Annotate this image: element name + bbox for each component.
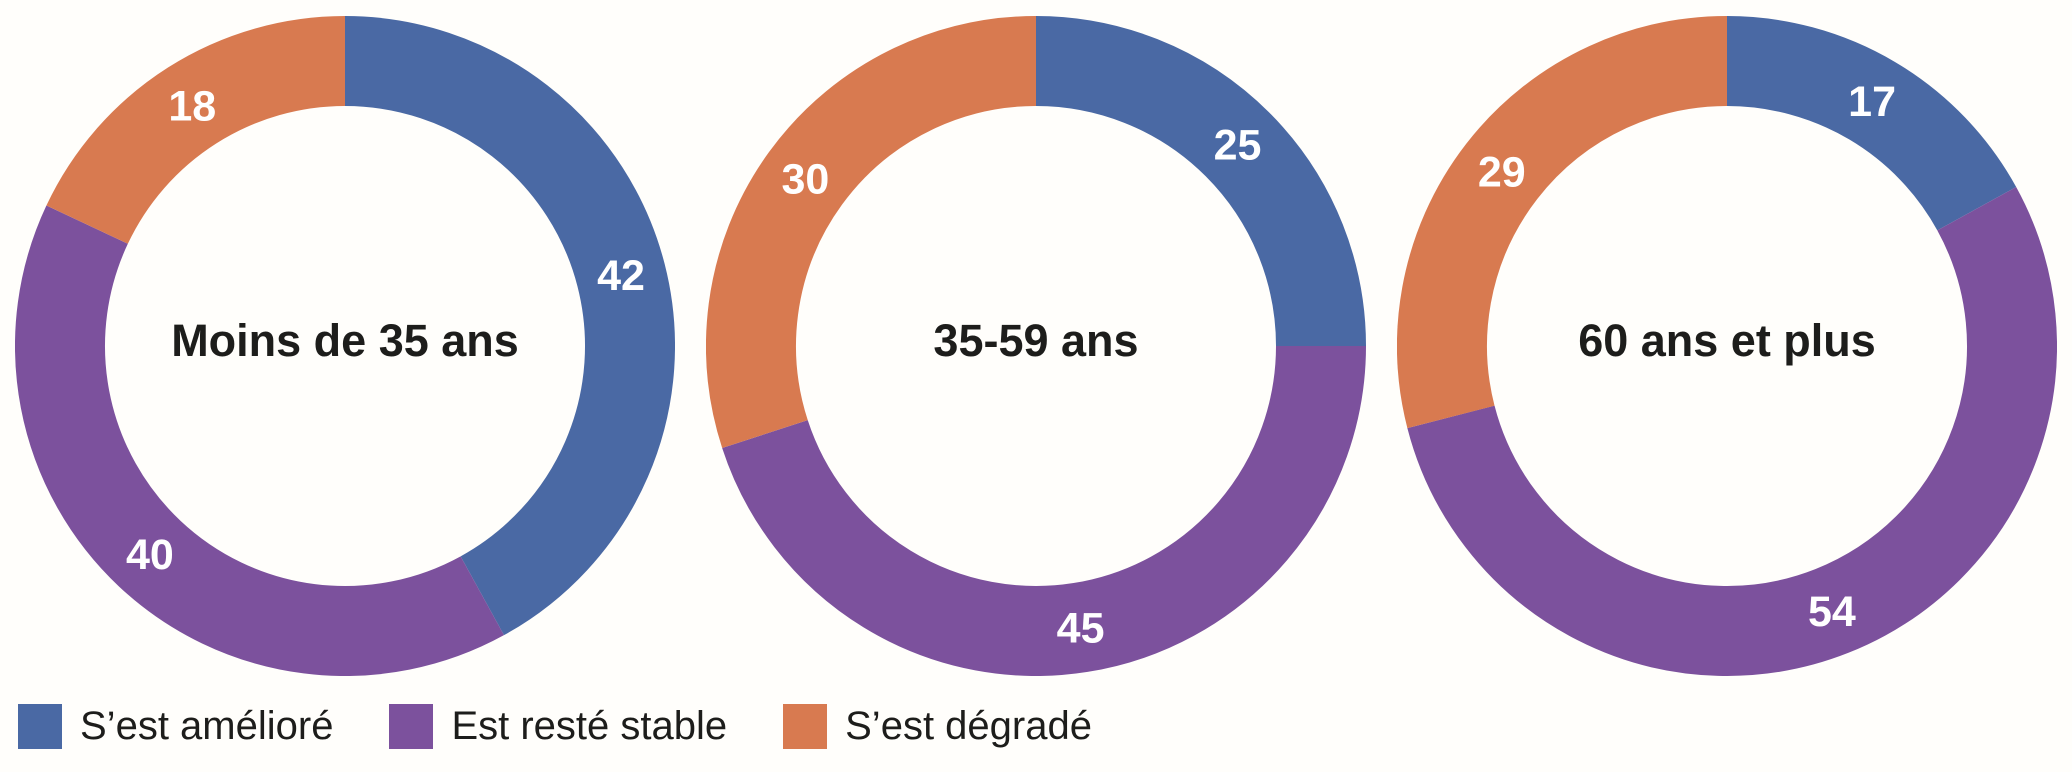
- donut-segment-s-est-ameliore: [344, 16, 676, 636]
- donut-svg-35-59-ans: 35-59 ans 25 45 30: [706, 16, 1366, 676]
- segment-value-label-est-reste-stable: 40: [126, 531, 174, 579]
- donut-charts-figure: Moins de 35 ans 42 40 18 35-59 ans 25 45 30 …: [0, 16, 2072, 749]
- segment-value-label-est-reste-stable: 54: [1808, 588, 1856, 636]
- donut-chart-35-59-ans: 35-59 ans 25 45 30: [691, 16, 1382, 676]
- donut-center-label: 35-59 ans: [933, 315, 1138, 366]
- donut-segment-s-est-ameliore: [1035, 16, 1366, 347]
- segment-value-label-s-est-degrade: 18: [169, 82, 217, 130]
- legend-item-sest-ameliore: S’est amélioré: [18, 704, 333, 749]
- donut-svg-moins-de-35-ans: Moins de 35 ans 42 40 18: [15, 16, 676, 676]
- donut-chart-60-ans-et-plus: 60 ans et plus 17 54 29: [1381, 16, 2072, 676]
- legend-label-est-reste-stable: Est resté stable: [451, 704, 728, 748]
- legend: S’est amélioré Est resté stable S’est dé…: [18, 704, 2072, 749]
- donut-segment-s-est-degrade: [46, 16, 347, 245]
- legend-label-sest-degrade: S’est dégradé: [845, 704, 1092, 748]
- segment-value-label-s-est-ameliore: 25: [1214, 122, 1262, 170]
- donut-chart-moins-de-35-ans: Moins de 35 ans 42 40 18: [0, 16, 691, 676]
- legend-swatch-est-reste-stable: [389, 704, 434, 749]
- legend-item-sest-degrade: S’est dégradé: [783, 704, 1092, 749]
- donut-svg-60-ans-et-plus: 60 ans et plus 17 54 29: [1396, 16, 2057, 676]
- legend-label-sest-ameliore: S’est amélioré: [80, 704, 334, 748]
- segment-value-label-s-est-degrade: 30: [781, 156, 829, 204]
- donut-segment-est-reste-stable: [722, 345, 1366, 676]
- segment-value-label-s-est-ameliore: 17: [1848, 78, 1896, 126]
- segment-value-label-est-reste-stable: 45: [1057, 605, 1105, 653]
- donut-center-label: 60 ans et plus: [1578, 315, 1876, 366]
- segment-value-label-s-est-ameliore: 42: [597, 252, 645, 300]
- donut-segment-est-reste-stable: [1407, 187, 2057, 676]
- donut-center-label: Moins de 35 ans: [172, 315, 520, 366]
- legend-swatch-sest-ameliore: [18, 704, 62, 749]
- donut-segment-s-est-degrade: [706, 16, 1037, 448]
- donut-segment-s-est-ameliore: [1725, 16, 2016, 232]
- charts-row: Moins de 35 ans 42 40 18 35-59 ans 25 45 30 …: [0, 16, 2072, 676]
- donut-segment-est-reste-stable: [15, 205, 505, 676]
- donut-segment-s-est-degrade: [1396, 16, 1728, 429]
- legend-item-est-reste-stable: Est resté stable: [389, 704, 727, 749]
- segment-value-label-s-est-degrade: 29: [1478, 148, 1526, 196]
- legend-swatch-sest-degrade: [783, 704, 828, 749]
